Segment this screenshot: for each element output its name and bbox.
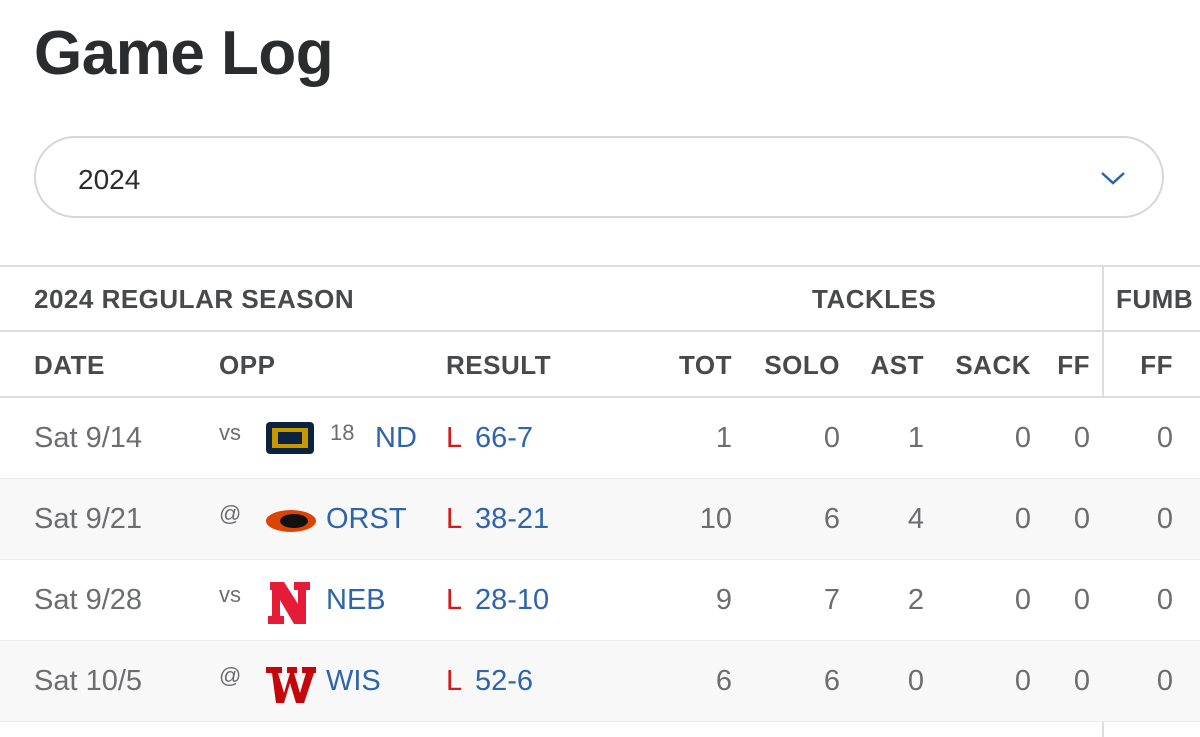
divider bbox=[0, 640, 1200, 641]
score-link[interactable]: 66-7 bbox=[475, 422, 534, 454]
stat-value: 0 bbox=[1156, 422, 1173, 454]
table-row: Sat 9/21 @ ORST L 38-21 10 6 4 0 0 0 bbox=[0, 479, 1200, 560]
stat-value: 0 bbox=[823, 422, 840, 454]
stat-value: 0 bbox=[1073, 503, 1090, 535]
date: Sat 9/14 bbox=[34, 422, 143, 454]
score-link[interactable]: 28-10 bbox=[475, 584, 550, 616]
opp-prefix: @ bbox=[219, 663, 242, 688]
logo-graphic bbox=[266, 510, 316, 532]
stat-value: 10 bbox=[699, 503, 732, 535]
team-link[interactable]: ND bbox=[375, 422, 417, 454]
column-header: SACK bbox=[955, 350, 1031, 380]
stat-value: 9 bbox=[715, 584, 732, 616]
chevron bbox=[1101, 172, 1125, 185]
table-row: Sat 9/28 vs NEB L 28-10 9 7 2 0 0 0 bbox=[0, 560, 1200, 641]
divider bbox=[0, 721, 1200, 722]
stat-value: 6 bbox=[823, 665, 840, 697]
game-result: L bbox=[446, 665, 463, 697]
stat-value: 1 bbox=[907, 422, 924, 454]
page-title: Game Log bbox=[34, 19, 334, 88]
stat-value: 4 bbox=[907, 503, 924, 535]
season-select[interactable]: 2024 bbox=[34, 136, 1164, 218]
select-value: 2024 bbox=[78, 164, 141, 195]
stat-value: 0 bbox=[1156, 584, 1173, 616]
stat-value: 0 bbox=[1073, 584, 1090, 616]
column-header: FF bbox=[1140, 350, 1173, 380]
date: Sat 9/28 bbox=[34, 584, 143, 616]
opp-prefix: @ bbox=[219, 501, 242, 526]
stat-value: 7 bbox=[823, 584, 840, 616]
stat-value: 0 bbox=[1014, 503, 1031, 535]
group-header: TACKLES bbox=[812, 284, 937, 314]
column-header: OPP bbox=[219, 350, 276, 380]
stat-value: 0 bbox=[1156, 503, 1173, 535]
date: Sat 9/21 bbox=[34, 503, 143, 535]
divider bbox=[0, 559, 1200, 560]
group-header: 2024 REGULAR SEASON bbox=[34, 284, 355, 314]
divider bbox=[0, 265, 1200, 267]
logo-graphic bbox=[266, 422, 314, 454]
date: Sat 10/5 bbox=[34, 665, 143, 697]
stat-value: 0 bbox=[1014, 584, 1031, 616]
game-result: L bbox=[446, 503, 463, 535]
column-header: RESULT bbox=[446, 350, 552, 380]
team-logo bbox=[264, 497, 318, 546]
opp-prefix: vs bbox=[219, 582, 241, 607]
team-logo bbox=[264, 416, 316, 465]
stat-value: 6 bbox=[823, 503, 840, 535]
team-link[interactable]: WIS bbox=[326, 665, 381, 697]
column-header: FF bbox=[1057, 350, 1090, 380]
table-row: Sat 10/5 @ WIS L 52-6 6 6 0 0 0 0 bbox=[0, 641, 1200, 722]
column-header: SOLO bbox=[764, 350, 840, 380]
stat-value: 0 bbox=[1073, 665, 1090, 697]
stat-value: 0 bbox=[907, 665, 924, 697]
stat-value: 1 bbox=[715, 422, 732, 454]
team-link[interactable]: ORST bbox=[326, 503, 407, 535]
team-link[interactable]: NEB bbox=[326, 584, 386, 616]
game-result: L bbox=[446, 422, 463, 454]
stat-value: 0 bbox=[1014, 422, 1031, 454]
stat-value: 0 bbox=[1156, 665, 1173, 697]
team-logo bbox=[264, 578, 316, 633]
stat-value: 0 bbox=[1073, 422, 1090, 454]
score-link[interactable]: 38-21 bbox=[475, 503, 550, 535]
divider bbox=[0, 396, 1200, 398]
divider bbox=[0, 330, 1200, 332]
column-header: TOT bbox=[678, 350, 732, 380]
stat-value: 0 bbox=[1014, 665, 1031, 697]
opp-prefix: vs bbox=[219, 420, 241, 445]
table-row: Sat 9/14 vs 18 ND L 66-7 1 0 1 0 0 0 bbox=[0, 398, 1200, 479]
score-link[interactable]: 52-6 bbox=[475, 665, 534, 697]
logo-graphic bbox=[266, 667, 318, 703]
logo-graphic bbox=[268, 582, 310, 624]
stat-value: 6 bbox=[715, 665, 732, 697]
column-header: AST bbox=[870, 350, 924, 380]
column-header: DATE bbox=[34, 350, 105, 380]
stat-value: 2 bbox=[907, 584, 924, 616]
divider bbox=[0, 478, 1200, 479]
team-rank: 18 bbox=[330, 420, 355, 445]
game-result: L bbox=[446, 584, 463, 616]
group-header: FUMB bbox=[1116, 284, 1194, 314]
team-logo bbox=[264, 659, 318, 712]
